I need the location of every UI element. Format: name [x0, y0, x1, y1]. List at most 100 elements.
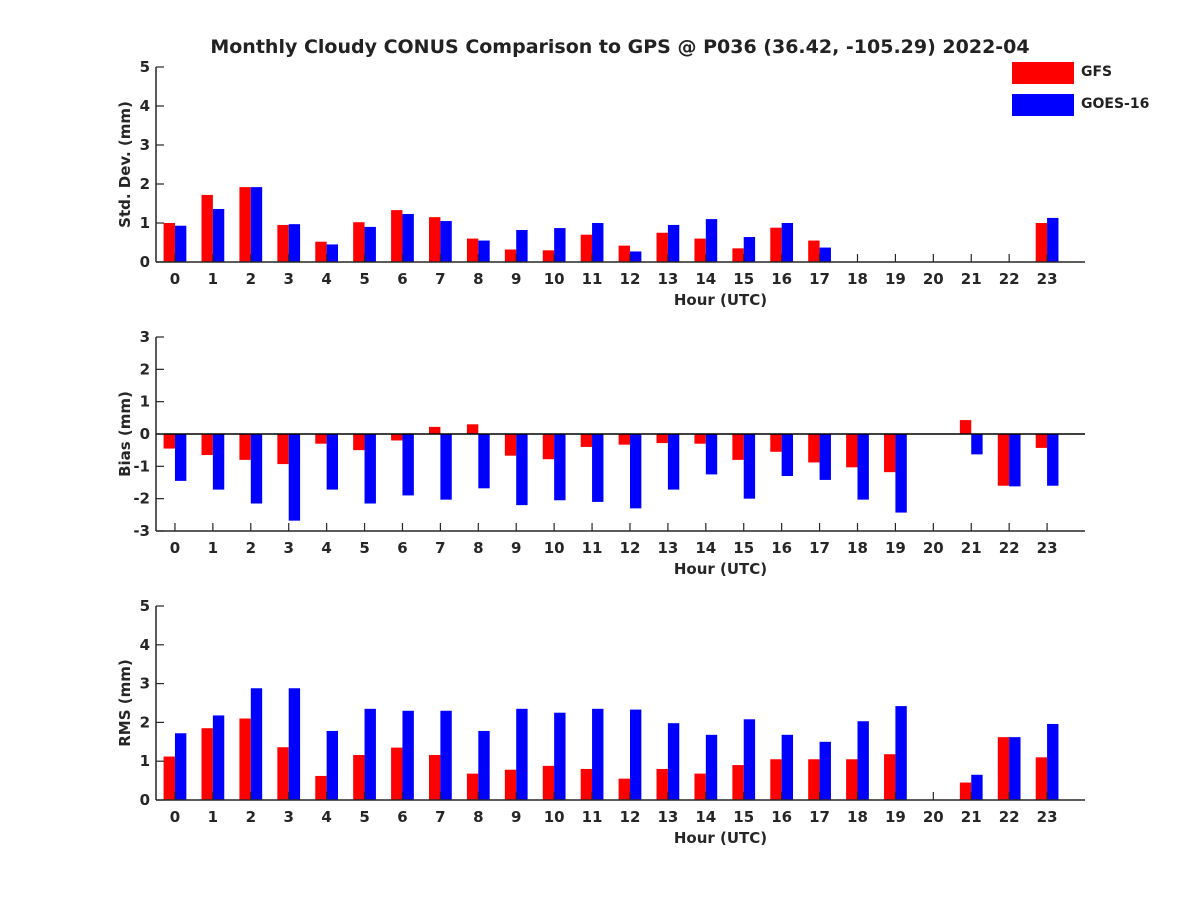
bar-gfs-hour-17: [808, 240, 820, 262]
bar-goes16-hour-11: [592, 434, 604, 502]
bar-goes16-hour-7: [440, 710, 452, 800]
bar-gfs-hour-9: [504, 769, 517, 800]
x-tick-label: 14: [695, 808, 716, 826]
x-tick-label: 20: [923, 270, 944, 288]
bar-gfs-hour-8: [466, 424, 479, 434]
bar-gfs-hour-21: [959, 420, 972, 434]
bar-gfs-hour-2: [239, 434, 251, 460]
bar-goes16-hour-8: [478, 240, 490, 262]
x-tick-label: 10: [544, 270, 565, 288]
bar-goes16-hour-9: [516, 708, 528, 800]
x-tick-label: 0: [170, 539, 180, 557]
bar-goes16-hour-5: [364, 708, 376, 800]
bar-gfs-hour-3: [277, 747, 289, 800]
x-tick-label: 8: [473, 539, 483, 557]
x-tick-label: 22: [999, 808, 1020, 826]
bar-gfs-hour-13: [656, 768, 668, 800]
x-tick-label: 15: [733, 539, 754, 557]
bar-goes16-hour-6: [402, 214, 414, 262]
y-tick-label: 1: [140, 752, 150, 770]
bar-goes16-hour-11: [592, 708, 604, 800]
x-tick-label: 18: [847, 808, 868, 826]
bar-goes16-hour-15: [743, 434, 756, 499]
bar-goes16-hour-16: [781, 223, 794, 262]
bar-goes16-hour-14: [705, 734, 718, 800]
bar-goes16-hour-0: [174, 225, 187, 262]
x-tick-label: 23: [1037, 808, 1058, 826]
bar-gfs-hour-14: [694, 238, 706, 262]
bar-goes16-hour-15: [743, 719, 756, 800]
x-tick-label: 17: [809, 808, 830, 826]
bar-goes16-hour-6: [402, 434, 414, 496]
x-axis-label: Hour (UTC): [674, 560, 767, 578]
x-tick-label: 12: [620, 808, 641, 826]
bar-goes16-hour-14: [705, 434, 718, 475]
x-tick-label: 6: [397, 539, 407, 557]
bar-gfs-hour-6: [391, 434, 403, 441]
bar-gfs-hour-0: [163, 223, 175, 262]
y-tick-label: 5: [140, 597, 150, 615]
y-tick-label: 2: [140, 713, 150, 731]
bar-goes16-hour-0: [174, 733, 187, 800]
x-tick-label: 6: [397, 270, 407, 288]
bar-goes16-hour-8: [478, 730, 490, 800]
bar-goes16-hour-12: [629, 709, 642, 800]
bar-goes16-hour-4: [326, 730, 339, 800]
bar-gfs-hour-23: [1035, 223, 1048, 262]
bar-gfs-hour-4: [315, 775, 327, 800]
bar-gfs-hour-10: [542, 434, 555, 460]
x-tick-label: 12: [620, 539, 641, 557]
bar-gfs-hour-12: [618, 434, 630, 445]
bar-gfs-hour-2: [239, 718, 251, 800]
bar-gfs-hour-14: [694, 434, 706, 444]
bar-gfs-hour-13: [656, 434, 668, 444]
bar-goes16-hour-4: [326, 434, 339, 490]
x-tick-label: 3: [283, 539, 293, 557]
bar-goes16-hour-10: [554, 434, 566, 501]
bar-gfs-hour-11: [580, 768, 593, 800]
bar-gfs-hour-6: [391, 747, 403, 800]
bar-gfs-hour-12: [618, 778, 630, 800]
bar-gfs-hour-4: [315, 434, 327, 444]
bar-gfs-hour-0: [163, 434, 175, 449]
x-tick-label: 4: [321, 270, 331, 288]
bar-gfs-hour-10: [542, 250, 555, 262]
x-tick-label: 21: [961, 808, 982, 826]
x-tick-label: 10: [544, 539, 565, 557]
y-tick-label: 1: [140, 214, 150, 232]
x-tick-label: 22: [999, 270, 1020, 288]
x-tick-label: 16: [771, 539, 792, 557]
chart-title: Monthly Cloudy CONUS Comparison to GPS @…: [210, 36, 1030, 58]
bar-goes16-hour-19: [895, 706, 907, 800]
bar-gfs-hour-3: [277, 434, 289, 465]
bar-goes16-hour-7: [440, 434, 452, 500]
bar-gfs-hour-1: [201, 728, 213, 800]
bar-goes16-hour-8: [478, 434, 490, 489]
bar-gfs-hour-1: [201, 434, 213, 456]
bar-goes16-hour-3: [288, 688, 301, 800]
x-tick-label: 23: [1037, 270, 1058, 288]
bar-goes16-hour-12: [629, 251, 642, 262]
y-tick-label: 3: [140, 328, 150, 346]
bar-goes16-hour-9: [516, 230, 528, 262]
x-tick-label: 8: [473, 270, 483, 288]
y-tick-label: 5: [140, 58, 150, 76]
x-tick-label: 9: [511, 808, 521, 826]
bar-gfs-hour-7: [429, 426, 441, 434]
legend-swatch-gfs: [1012, 62, 1074, 84]
bar-goes16-hour-10: [554, 228, 566, 262]
x-tick-label: 3: [283, 808, 293, 826]
x-tick-label: 8: [473, 808, 483, 826]
bar-gfs-hour-9: [504, 434, 517, 456]
bar-gfs-hour-0: [163, 756, 175, 800]
bar-gfs-hour-7: [429, 217, 441, 262]
x-tick-label: 5: [359, 270, 369, 288]
x-tick-label: 4: [321, 808, 331, 826]
x-tick-label: 4: [321, 539, 331, 557]
y-tick-label: -3: [133, 522, 150, 540]
bar-goes16-hour-16: [781, 434, 794, 477]
x-tick-label: 11: [582, 539, 603, 557]
y-tick-label: 4: [140, 636, 150, 654]
bar-gfs-hour-5: [353, 434, 365, 451]
bar-gfs-hour-9: [504, 249, 517, 262]
